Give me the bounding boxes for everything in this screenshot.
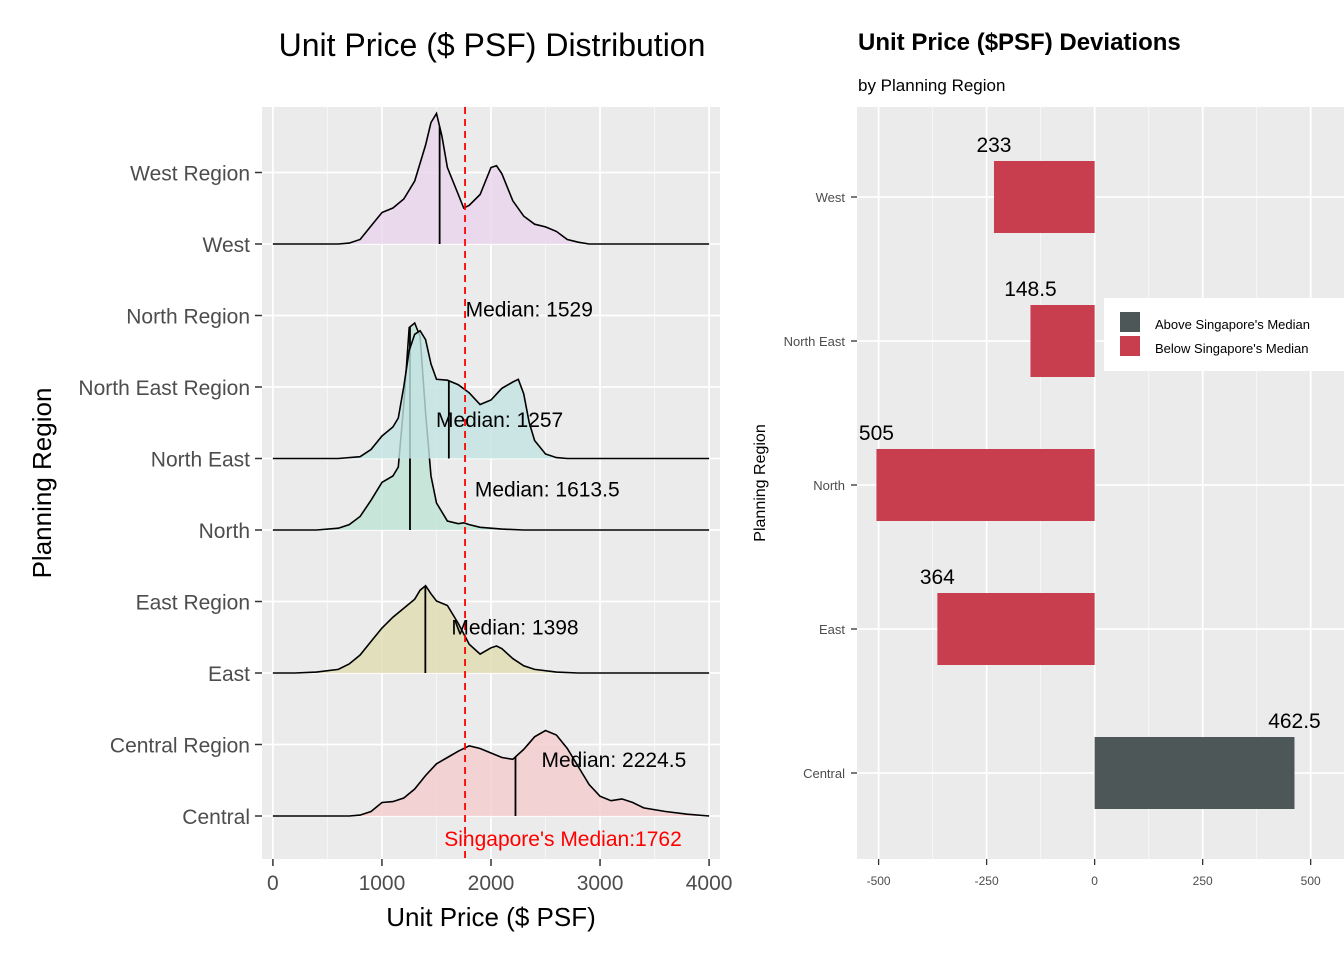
median-label-north-east: Median: 1613.5: [475, 479, 620, 502]
y-tick-label-east: East: [208, 663, 250, 686]
legend-background: [1104, 298, 1344, 371]
ridgeline-x-axis-label: Unit Price ($ PSF): [386, 902, 596, 932]
bar-value-label-east: 364: [920, 566, 955, 589]
bar-north: [876, 449, 1095, 521]
density-area-west: [272, 113, 710, 244]
x-tick-label: 1000: [359, 872, 406, 895]
y-tick-label-north-east-region: North East Region: [78, 377, 250, 400]
density-area-north-east: [272, 330, 710, 459]
bar-value-label-west: 233: [976, 134, 1011, 157]
bar-north-east: [1030, 305, 1095, 377]
deviation-x-tick-label: 500: [1301, 874, 1321, 888]
deviation-x-axis: -500 -250 0 250 500: [867, 859, 1321, 888]
ridgeline-y-axis: Central Central Region East East Region Nort…: [78, 163, 262, 829]
y-tick-label-north: North: [199, 520, 250, 543]
deviation-x-tick-label: 0: [1091, 874, 1098, 888]
legend-swatch-below: [1120, 336, 1140, 356]
bar-value-label-north: 505: [859, 422, 894, 445]
legend-swatch-above: [1120, 312, 1140, 332]
reference-line-label: Singapore's Median:1762: [444, 828, 682, 851]
y-tick-label-west-region: West Region: [130, 163, 250, 186]
ridgeline-median-labels: Median: 2224.5 Median: 1398 Median: 1257 Me…: [436, 298, 686, 771]
deviation-y-tick-label-west: West: [816, 190, 846, 205]
density-area-central: [272, 730, 710, 816]
y-tick-label-central: Central: [182, 806, 250, 829]
density-line-north-east: [272, 329, 710, 460]
y-tick-label-north-east: North East: [151, 449, 250, 472]
density-line-west: [272, 111, 710, 245]
y-tick-label-west: West: [203, 234, 251, 257]
ridgeline-x-axis: 0 1000 2000 3000 4000: [267, 859, 732, 895]
bar-value-label-north-east: 148.5: [1004, 278, 1057, 301]
ridgeline-y-axis-label: Planning Region: [27, 388, 57, 579]
bar-west: [993, 161, 1095, 233]
deviation-y-tick-label-east: East: [819, 622, 845, 637]
x-tick-label: 4000: [686, 872, 733, 895]
deviation-x-tick-label: -250: [975, 874, 999, 888]
bar-east: [937, 593, 1095, 665]
x-tick-label: 3000: [577, 872, 624, 895]
x-tick-label: 2000: [468, 872, 515, 895]
deviation-subtitle: by Planning Region: [858, 76, 1005, 95]
density-line-east: [272, 584, 710, 674]
bar-value-label-central: 462.5: [1268, 710, 1321, 733]
deviation-y-tick-label-north-east: North East: [784, 334, 846, 349]
deviation-bars: [876, 161, 1295, 809]
deviation-legend: Above Singapore's Median Below Singapore…: [1104, 298, 1344, 371]
deviation-chart: Unit Price ($PSF) Deviations by Planning…: [752, 29, 1344, 888]
deviation-value-labels: 233 148.5 505 364 462.5: [859, 134, 1321, 733]
legend-label-below: Below Singapore's Median: [1155, 341, 1309, 356]
ridgeline-title: Unit Price ($ PSF) Distribution: [279, 27, 706, 63]
density-line-central: [272, 729, 710, 817]
bar-central: [1094, 737, 1295, 809]
x-tick-label: 0: [267, 872, 279, 895]
y-tick-label-central-region: Central Region: [110, 735, 250, 758]
density-area-east: [272, 585, 710, 673]
ridgeline-chart: 0 1000 2000 3000 4000 Central Central Region E…: [27, 27, 732, 932]
y-tick-label-north-region: North Region: [126, 306, 250, 329]
density-line-north: [272, 321, 710, 531]
deviation-x-tick-label: -500: [867, 874, 891, 888]
deviation-y-tick-label-central: Central: [803, 766, 845, 781]
median-label-north: Median: 1257: [436, 409, 563, 432]
median-label-east: Median: 1398: [451, 617, 578, 640]
deviation-x-tick-label: 250: [1193, 874, 1213, 888]
deviation-y-tick-label-north: North: [813, 478, 845, 493]
median-label-west: Median: 1529: [466, 298, 593, 321]
median-label-central: Median: 2224.5: [541, 749, 686, 772]
deviation-y-axis: West North East North East Central: [784, 190, 857, 781]
y-tick-label-east-region: East Region: [136, 592, 250, 615]
legend-label-above: Above Singapore's Median: [1155, 317, 1310, 332]
deviation-title: Unit Price ($PSF) Deviations: [858, 29, 1181, 56]
deviation-y-axis-label: Planning Region: [752, 424, 769, 541]
ridgeline-densities: [272, 111, 710, 817]
